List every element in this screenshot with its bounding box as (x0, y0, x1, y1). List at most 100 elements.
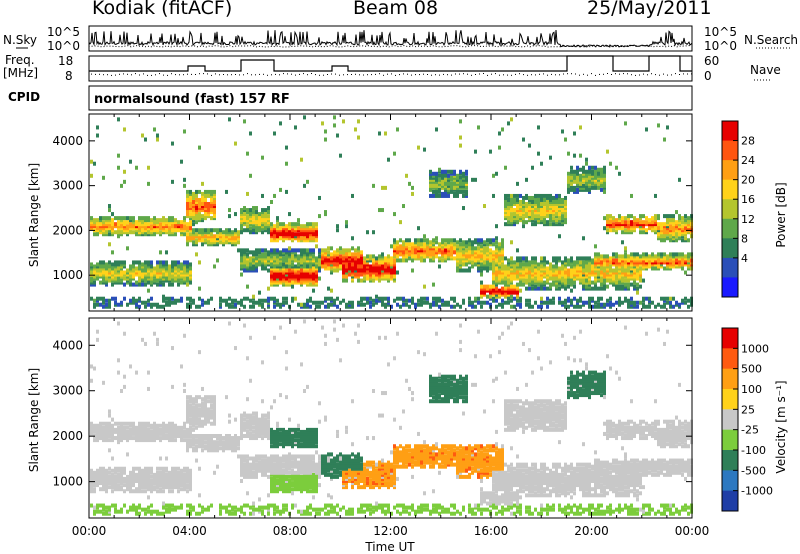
power-cell (387, 302, 390, 307)
power-cell (615, 264, 618, 269)
power-cell (456, 191, 459, 196)
power-cell (315, 262, 318, 267)
power-cell (186, 260, 189, 265)
velocity-cell (156, 425, 159, 430)
velocity-cell (138, 427, 141, 432)
power-cell (675, 300, 678, 305)
power-cell (603, 268, 606, 273)
power-cell (501, 252, 504, 257)
power-cell (531, 276, 534, 281)
power-cell (123, 270, 126, 275)
power-cell (168, 272, 171, 277)
velocity-cell (132, 489, 135, 494)
velocity-cell (138, 505, 141, 510)
power-cell (105, 268, 108, 273)
power-cell (192, 236, 195, 241)
power-cell (552, 300, 555, 305)
velocity-cell (108, 434, 111, 438)
power-cell (183, 268, 186, 273)
power-cell (168, 232, 171, 237)
power-cell (120, 183, 123, 188)
power-cell (585, 173, 588, 178)
power-cell (510, 290, 513, 295)
power-cell (402, 252, 405, 257)
power-cell (399, 238, 402, 243)
power-cell (447, 169, 450, 174)
power-cell (465, 185, 468, 190)
power-cell (126, 230, 129, 235)
power-cell (525, 280, 528, 285)
power-cell (501, 304, 504, 309)
power-cell (639, 260, 642, 265)
power-cell (255, 226, 258, 231)
power-cell (507, 300, 510, 305)
power-cell (231, 234, 234, 239)
power-cell (462, 179, 465, 184)
power-cell (348, 266, 351, 271)
power-cell (639, 268, 642, 273)
power-cell (495, 272, 498, 277)
velocity-cell (147, 483, 150, 488)
power-cell (657, 228, 660, 233)
power-cell (633, 216, 636, 221)
power-cell (501, 264, 504, 269)
power-cell (192, 212, 195, 217)
power-cell (180, 270, 183, 275)
power-cell (492, 252, 495, 257)
power-cell (327, 252, 330, 257)
power-cell (129, 282, 132, 287)
nave-dot (279, 74, 280, 76)
power-cell (186, 197, 189, 202)
power-cell (573, 177, 576, 182)
power-cell (165, 300, 168, 305)
power-cell (270, 226, 273, 231)
power-cell (573, 280, 576, 285)
power-cell (168, 264, 171, 269)
power-cell (246, 220, 249, 225)
power-cell (303, 248, 306, 253)
power-cell (258, 226, 261, 231)
power-cell (129, 228, 132, 233)
velocity-cell (141, 421, 144, 426)
power-cell (213, 228, 216, 233)
nave-dot (191, 73, 192, 75)
power-cell (504, 284, 507, 289)
power-cell (660, 226, 663, 231)
power-cell (150, 282, 153, 287)
velocity-cell (117, 434, 120, 438)
power-cell (270, 278, 273, 283)
power-cell (507, 210, 510, 215)
velocity-cell (132, 507, 135, 512)
power-cell (393, 298, 396, 303)
power-cell (528, 202, 531, 207)
power-cell (309, 274, 312, 279)
power-cell (393, 244, 396, 249)
power-cell (195, 214, 198, 219)
power-cell (504, 290, 507, 295)
power-cell (630, 272, 633, 277)
power-cell (261, 302, 264, 307)
power-cell (504, 197, 507, 202)
power-cell (615, 254, 618, 259)
power-cell (114, 224, 117, 229)
velocity-cell (90, 485, 93, 490)
power-cell (624, 266, 627, 271)
power-cell (312, 258, 315, 263)
power-cell (357, 250, 360, 255)
power-cell (417, 240, 420, 245)
power-cell (573, 187, 576, 192)
power-cell (243, 228, 246, 233)
power-cell (525, 208, 528, 213)
power-cell (546, 202, 549, 207)
velocity-cell (105, 472, 108, 477)
power-cell (537, 278, 540, 283)
power-cell (585, 300, 588, 305)
power-cell (291, 298, 294, 303)
power-cell (267, 298, 270, 303)
power-cell (414, 242, 417, 247)
power-cell (189, 193, 192, 198)
power-cell (144, 216, 147, 221)
velocity-cell (120, 431, 123, 436)
power-cell (300, 280, 303, 285)
power-cell (198, 214, 201, 219)
